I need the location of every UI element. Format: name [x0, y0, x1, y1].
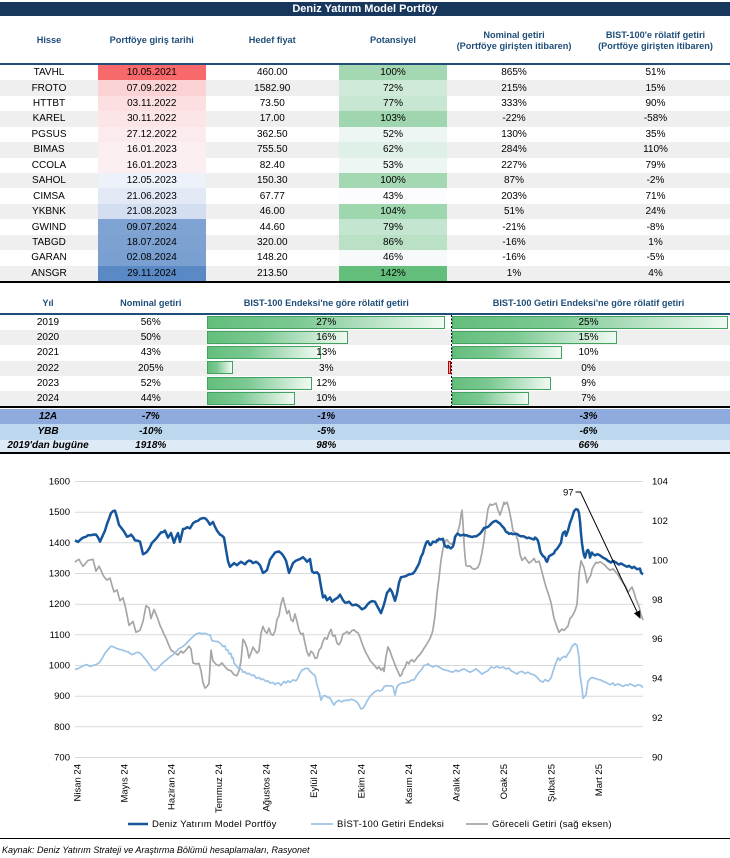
svg-text:Mart 25: Mart 25	[594, 764, 605, 796]
svg-text:Eylül 24: Eylül 24	[309, 764, 320, 798]
svg-text:100: 100	[652, 555, 668, 566]
svg-text:Temmuz 24: Temmuz 24	[214, 764, 225, 813]
svg-text:1500: 1500	[49, 507, 70, 518]
svg-text:Haziran 24: Haziran 24	[167, 764, 178, 810]
svg-text:Ağustos 24: Ağustos 24	[262, 764, 273, 812]
svg-text:Deniz Yatırım Model Portföy: Deniz Yatırım Model Portföy	[152, 819, 277, 830]
svg-text:Ekim 24: Ekim 24	[357, 764, 368, 798]
svg-text:Aralık 24: Aralık 24	[452, 764, 463, 802]
svg-text:BİST-100 Getiri Endeksi: BİST-100 Getiri Endeksi	[337, 819, 444, 830]
svg-text:Şubat 25: Şubat 25	[547, 764, 558, 802]
svg-text:800: 800	[54, 722, 70, 733]
svg-text:97: 97	[563, 488, 574, 499]
svg-text:Kasım 24: Kasım 24	[404, 764, 415, 804]
svg-text:104: 104	[652, 477, 668, 488]
svg-text:98: 98	[652, 595, 663, 606]
svg-text:1600: 1600	[49, 477, 70, 488]
svg-text:94: 94	[652, 674, 663, 685]
svg-text:900: 900	[54, 691, 70, 702]
svg-text:Ocak 25: Ocak 25	[499, 764, 510, 799]
svg-text:1300: 1300	[49, 569, 70, 580]
svg-text:1400: 1400	[49, 538, 70, 549]
svg-text:700: 700	[54, 753, 70, 764]
svg-text:90: 90	[652, 753, 663, 764]
svg-text:Mayıs 24: Mayıs 24	[120, 764, 131, 803]
svg-text:1200: 1200	[49, 599, 70, 610]
svg-text:Göreceli Getiri (sağ eksen): Göreceli Getiri (sağ eksen)	[492, 819, 612, 830]
svg-text:96: 96	[652, 634, 663, 645]
svg-text:1100: 1100	[50, 630, 70, 641]
svg-text:Nisan 24: Nisan 24	[73, 764, 84, 802]
svg-text:92: 92	[652, 713, 663, 724]
svg-text:102: 102	[652, 516, 668, 527]
svg-text:1000: 1000	[49, 661, 70, 672]
